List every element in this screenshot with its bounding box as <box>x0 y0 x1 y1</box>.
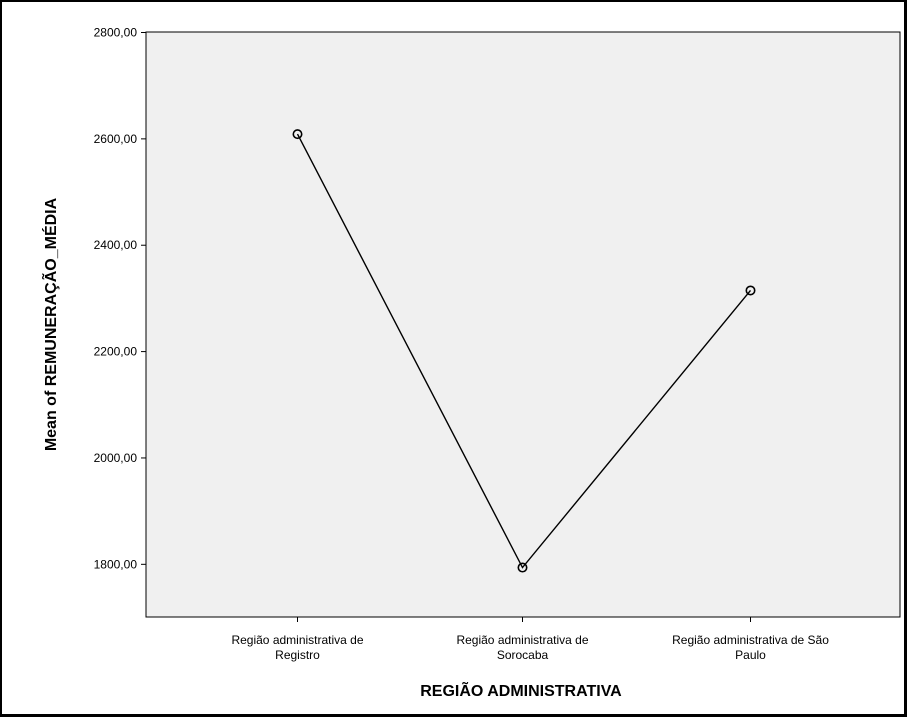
x-tick-label: Registro <box>275 648 320 662</box>
y-tick-label: 1800,00 <box>94 557 138 571</box>
x-tick-label: Região administrativa de <box>231 633 363 647</box>
x-axis-title: REGIÃO ADMINISTRATIVA <box>420 680 622 700</box>
y-tick-label: 2000,00 <box>94 451 138 465</box>
y-axis-ticks: 1800,00 2000,00 2200,00 2400,00 2600,00 2800,… <box>94 26 146 571</box>
data-point <box>517 562 528 573</box>
y-axis-title: Mean of REMUNERAÇÃO_MÉDIA <box>40 197 60 451</box>
x-tick-label: Paulo <box>735 648 766 662</box>
data-points <box>292 129 756 573</box>
data-point <box>292 129 303 140</box>
y-tick-label: 2400,00 <box>94 238 138 252</box>
data-point <box>745 285 756 296</box>
y-tick-label: 2200,00 <box>94 345 138 359</box>
y-tick-label: 2800,00 <box>94 26 138 40</box>
plot-area <box>145 31 901 618</box>
x-tick-label: Região administrativa de São <box>672 633 829 647</box>
y-tick-label: 2600,00 <box>94 132 138 146</box>
x-tick-label: Região administrativa de <box>456 633 588 647</box>
series-line <box>296 133 752 569</box>
x-tick-label: Sorocaba <box>497 648 549 662</box>
